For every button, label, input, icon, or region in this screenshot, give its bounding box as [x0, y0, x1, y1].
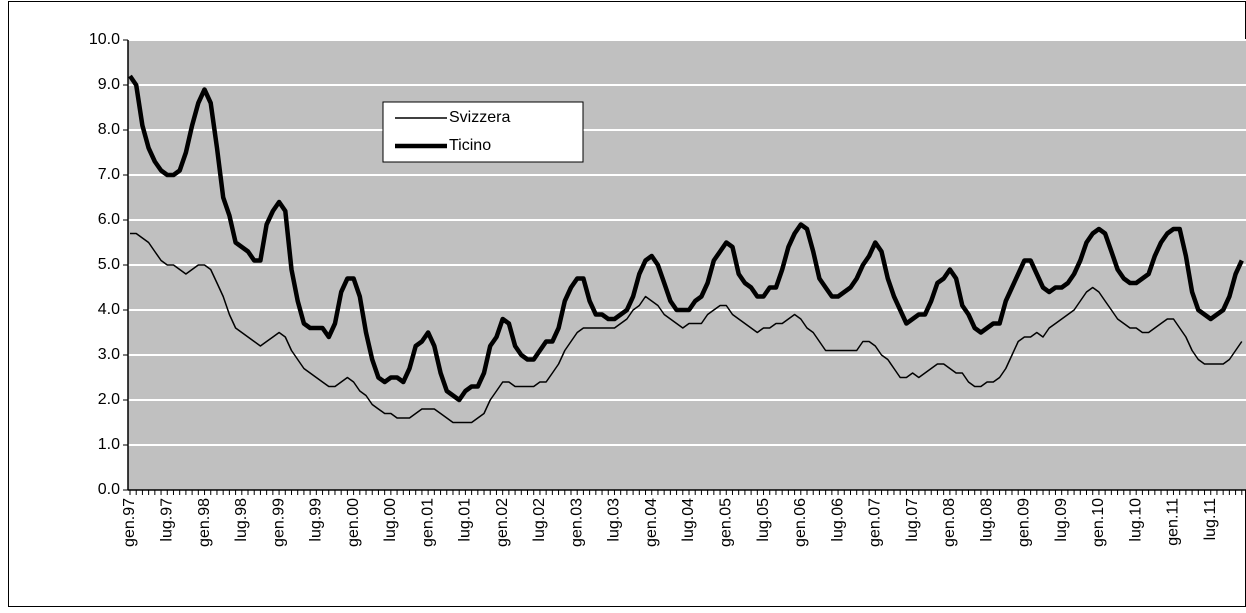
x-tick-label: lug.01 — [457, 498, 474, 542]
x-tick-label: lug.09 — [1053, 498, 1070, 542]
legend-label: Svizzera — [449, 109, 510, 126]
x-tick-label: lug.03 — [606, 498, 623, 542]
x-tick-label: gen.07 — [867, 498, 884, 547]
x-tick-label: gen.03 — [568, 498, 585, 547]
x-tick-label: gen.06 — [792, 498, 809, 547]
x-tick-label: lug.06 — [829, 498, 846, 542]
legend-label: Ticino — [449, 137, 491, 154]
x-tick-label: gen.02 — [494, 498, 511, 547]
x-tick-label: lug.05 — [755, 498, 772, 542]
series-line — [128, 74, 1244, 403]
series-line — [130, 232, 1243, 424]
y-tick-label: 8.0 — [98, 121, 120, 138]
x-tick-label: lug.99 — [308, 498, 325, 542]
x-tick-label: lug.11 — [1202, 498, 1219, 541]
y-tick-label: 0.0 — [98, 481, 120, 498]
x-tick-label: gen.04 — [643, 498, 660, 547]
x-tick-label: lug.07 — [904, 498, 921, 542]
x-tick-label: gen.99 — [270, 498, 287, 547]
x-tick-label: lug.97 — [158, 498, 175, 542]
x-tick-label: lug.04 — [680, 498, 697, 542]
x-tick-label: lug.02 — [531, 498, 548, 542]
y-tick-label: 3.0 — [98, 346, 120, 363]
x-tick-label: lug.00 — [382, 498, 399, 542]
y-tick-label: 1.0 — [98, 436, 120, 453]
x-tick-label: lug.98 — [233, 498, 250, 542]
y-tick-label: 7.0 — [98, 166, 120, 183]
x-tick-label: gen.98 — [196, 498, 213, 547]
y-tick-label: 6.0 — [98, 211, 120, 228]
x-tick-label: gen.05 — [717, 498, 734, 547]
x-tick-label: gen.01 — [419, 498, 436, 547]
x-tick-label: lug.10 — [1127, 498, 1144, 542]
y-tick-label: 5.0 — [98, 256, 120, 273]
y-tick-label: 10.0 — [89, 31, 120, 48]
x-tick-label: gen.97 — [121, 498, 138, 547]
x-tick-label: gen.09 — [1016, 498, 1033, 547]
x-tick-label: lug.08 — [978, 498, 995, 542]
x-tick-label: gen.10 — [1090, 498, 1107, 547]
x-tick-label: gen.11 — [1165, 498, 1182, 546]
legend-box — [382, 101, 584, 163]
y-tick-label: 2.0 — [98, 391, 120, 408]
y-tick-label: 9.0 — [98, 76, 120, 93]
x-tick-label: gen.00 — [345, 498, 362, 547]
x-tick-label: gen.08 — [941, 498, 958, 547]
y-tick-label: 4.0 — [98, 301, 120, 318]
